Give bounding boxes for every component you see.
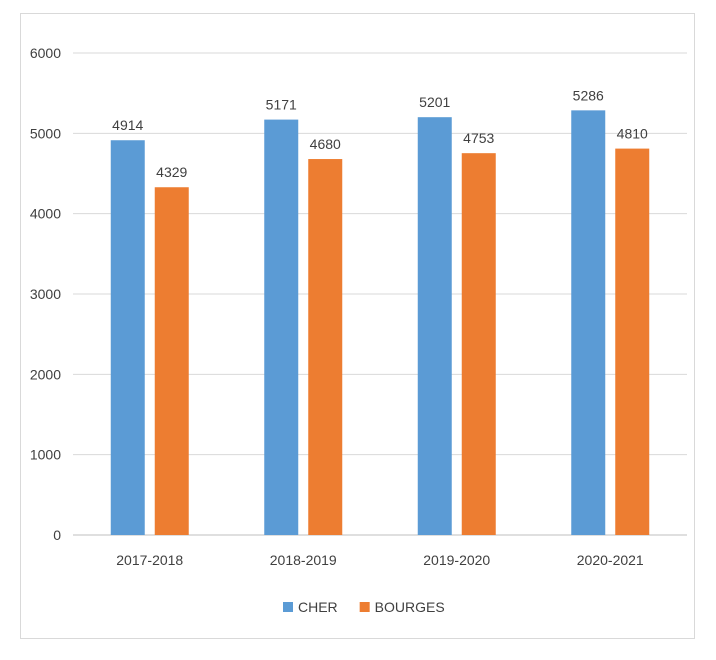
bar-chart: 0 1000 2000 3000 4000 5000 6000 4914 4329 5171 46… xyxy=(30,45,687,615)
y-axis-ticks: 0 1000 2000 3000 4000 5000 6000 xyxy=(30,45,61,543)
data-label: 4329 xyxy=(156,164,187,180)
y-tick-label: 0 xyxy=(53,527,61,543)
legend-swatch-bourges xyxy=(359,602,370,612)
y-tick-label: 4000 xyxy=(30,206,61,222)
bars xyxy=(110,110,650,536)
x-tick-label: 2018-2019 xyxy=(270,552,337,568)
y-tick-label: 2000 xyxy=(30,366,61,382)
legend: CHER BOURGES xyxy=(283,599,445,615)
bar-cher xyxy=(571,110,606,535)
y-tick-label: 6000 xyxy=(30,45,61,61)
data-label: 5286 xyxy=(573,87,604,103)
bar-cher xyxy=(417,117,452,535)
x-tick-label: 2020-2021 xyxy=(577,552,644,568)
bar-bourges xyxy=(461,153,496,535)
bar-bourges xyxy=(308,159,343,536)
data-label: 5171 xyxy=(266,97,297,113)
legend-label-bourges: BOURGES xyxy=(375,599,445,615)
y-tick-label: 1000 xyxy=(30,447,61,463)
chart-frame: 0 1000 2000 3000 4000 5000 6000 4914 4329 5171 46… xyxy=(20,13,695,639)
y-tick-label: 5000 xyxy=(30,125,61,141)
y-tick-label: 3000 xyxy=(30,286,61,302)
bar-cher xyxy=(264,119,299,535)
data-label: 4753 xyxy=(463,130,494,146)
x-axis-ticks: 2017-2018 2018-2019 2019-2020 2020-2021 xyxy=(116,552,644,568)
data-label: 4810 xyxy=(617,126,648,142)
data-label: 5201 xyxy=(419,94,450,110)
bar-cher xyxy=(110,140,145,535)
bar-bourges xyxy=(154,187,189,535)
legend-swatch-cher xyxy=(283,602,293,612)
legend-label-cher: CHER xyxy=(298,599,338,615)
x-tick-label: 2019-2020 xyxy=(423,552,490,568)
data-label: 4680 xyxy=(310,136,341,152)
bar-bourges xyxy=(615,148,650,535)
data-labels: 4914 4329 5171 4680 5201 4753 5286 4810 xyxy=(112,87,648,180)
x-tick-label: 2017-2018 xyxy=(116,552,183,568)
data-label: 4914 xyxy=(112,117,143,133)
